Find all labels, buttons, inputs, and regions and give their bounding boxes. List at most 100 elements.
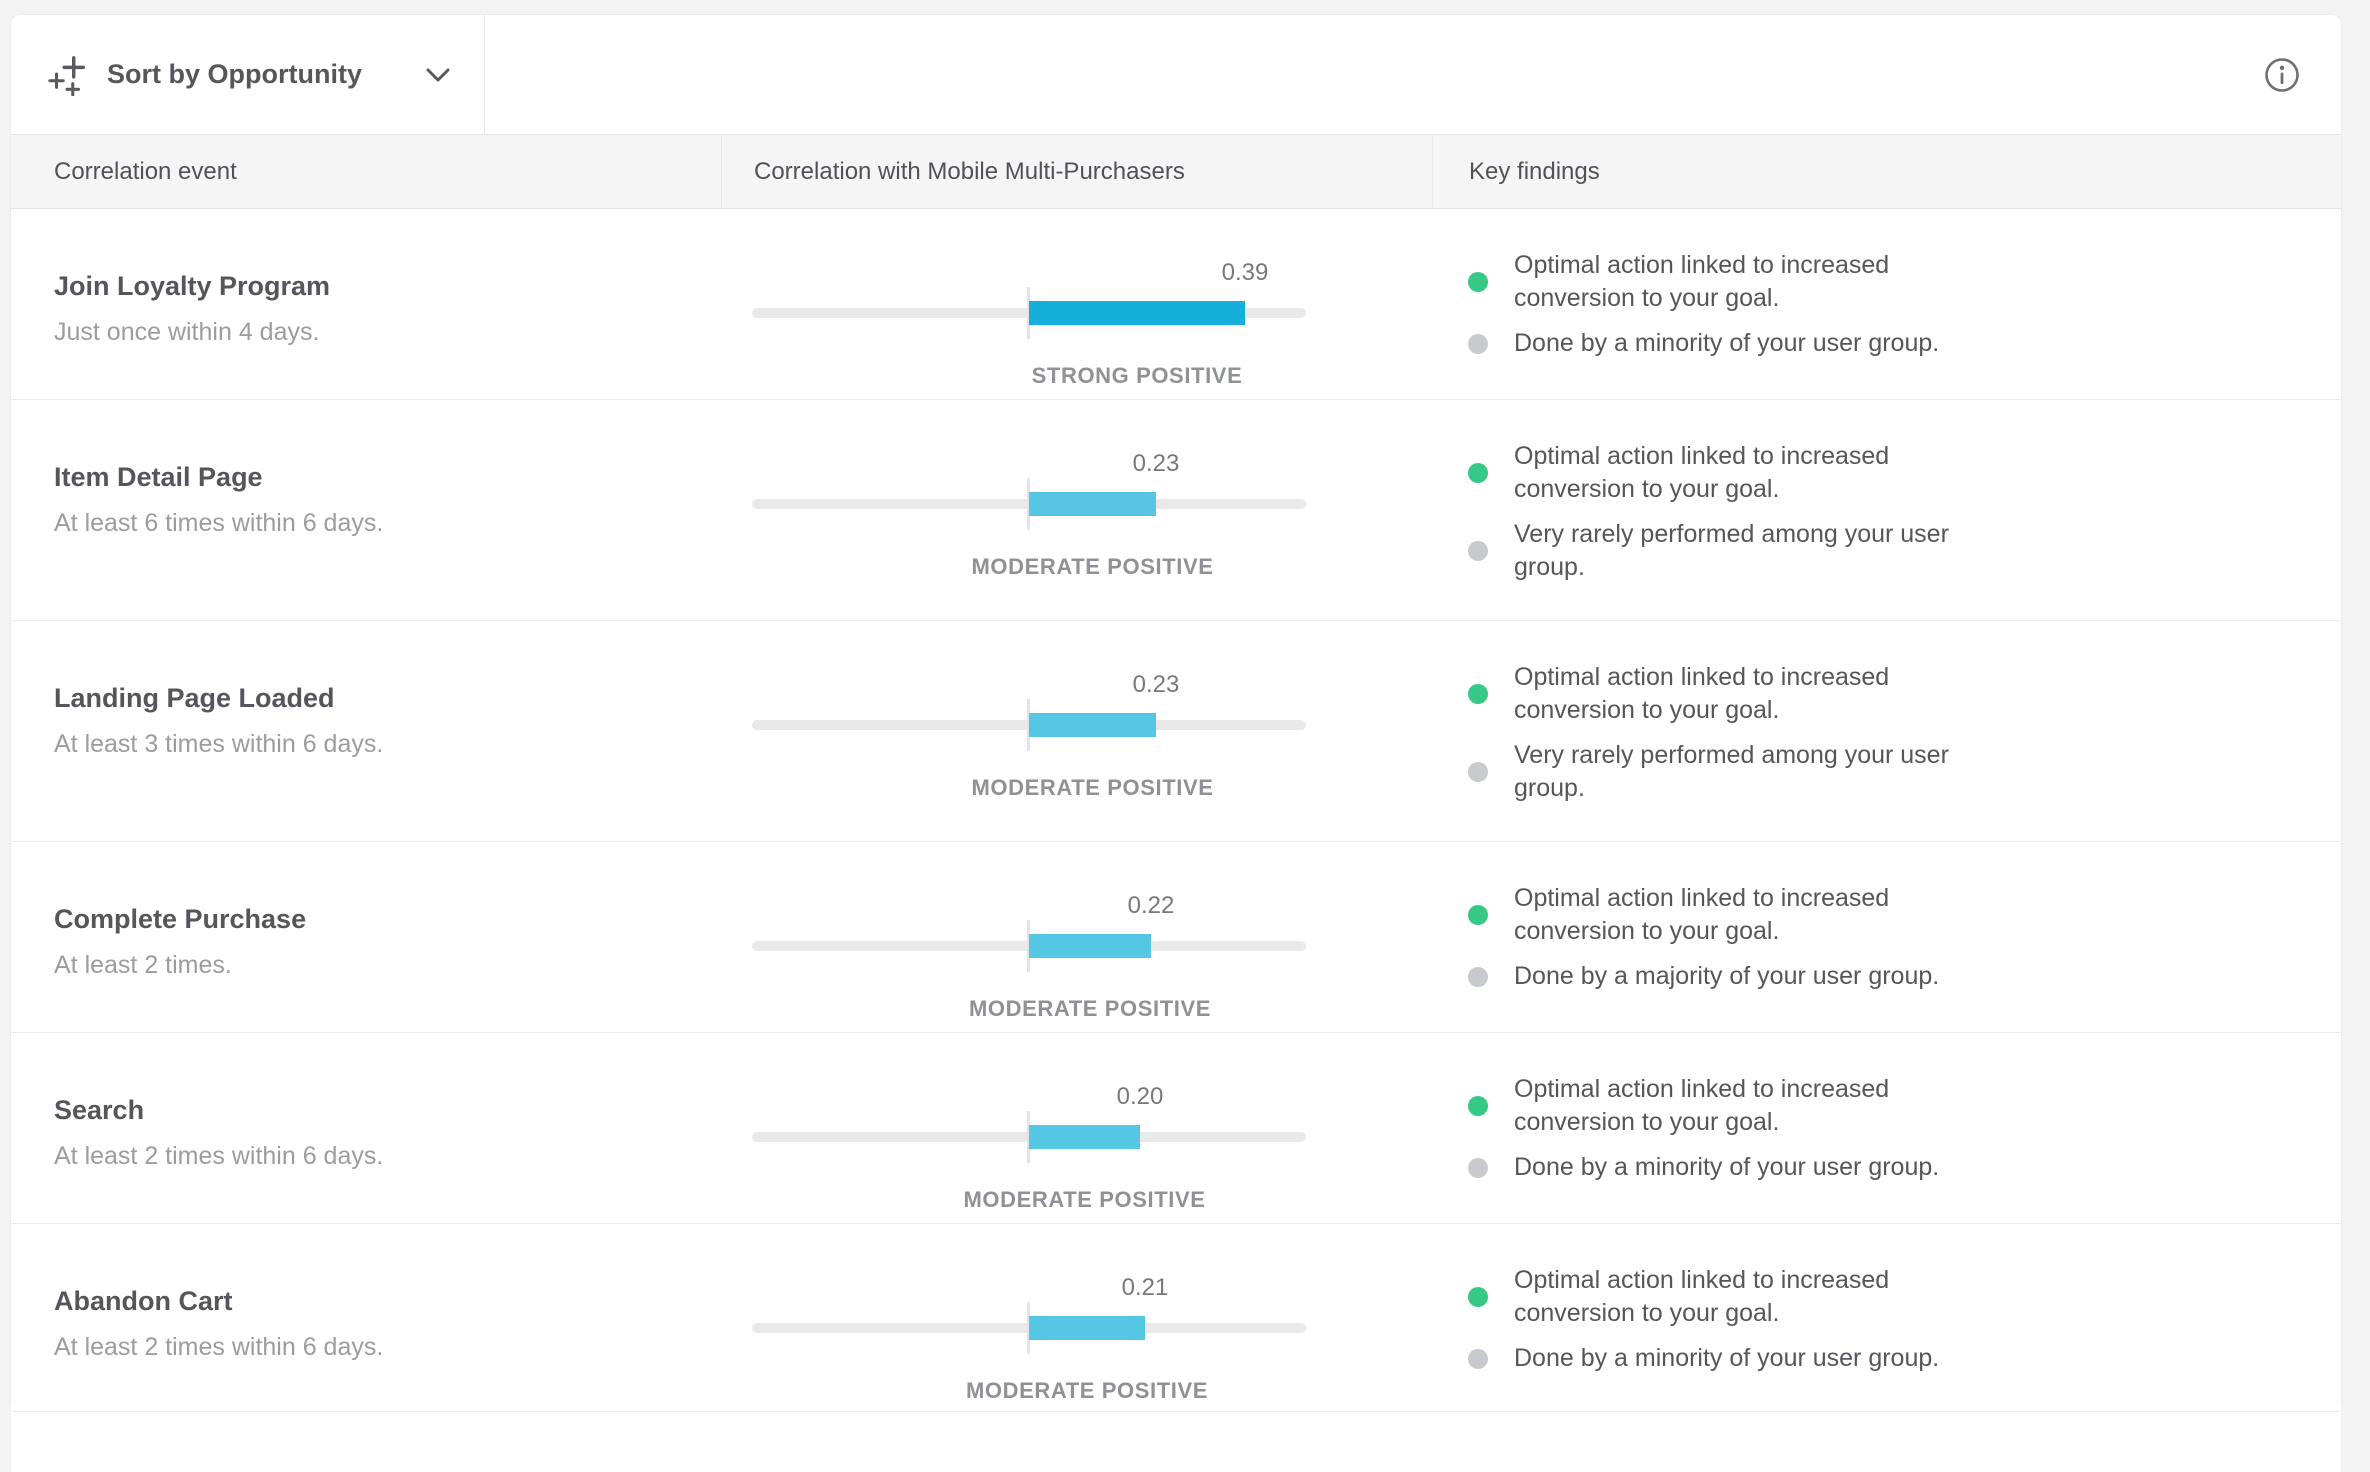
table-row[interactable]: Landing Page Loaded At least 3 times wit… <box>11 621 2341 842</box>
key-finding-item: Done by a minority of your user group. <box>1468 1151 2311 1184</box>
key-finding-text: Optimal action linked to increased conve… <box>1514 884 1890 945</box>
key-finding-item: Done by a minority of your user group. <box>1468 1342 2311 1375</box>
zero-tick <box>1027 478 1030 530</box>
correlation-strength-label: MODERATE POSITIVE <box>968 996 1212 1021</box>
key-finding-text: Very rarely performed among your user gr… <box>1514 520 1949 581</box>
correlation-panel: Sort by Opportunity Correlation event Co… <box>10 14 2342 1472</box>
neutral-dot-icon <box>1468 1157 1488 1178</box>
correlation-cell: 0.20 MODERATE POSITIVE <box>721 1033 1432 1223</box>
toolbar: Sort by Opportunity <box>11 15 2341 135</box>
correlation-cell: 0.23 MODERATE POSITIVE <box>721 400 1432 620</box>
zero-tick <box>1027 1111 1030 1163</box>
table-row[interactable]: Item Detail Page At least 6 times within… <box>11 400 2341 621</box>
key-findings-cell: Optimal action linked to increased conve… <box>1432 842 2341 1032</box>
correlation-strength-label: MODERATE POSITIVE <box>965 1378 1209 1403</box>
correlation-track <box>752 699 1306 751</box>
zero-tick <box>1027 920 1030 972</box>
sort-by-opportunity-dropdown[interactable]: Sort by Opportunity <box>11 15 485 134</box>
correlation-fill <box>1029 713 1156 737</box>
table-row[interactable]: Join Loyalty Program Just once within 4 … <box>11 209 2341 400</box>
table-header: Correlation event Correlation with Mobil… <box>11 135 2341 209</box>
key-finding-text: Done by a majority of your user group. <box>1514 962 1940 990</box>
correlation-track <box>752 920 1306 972</box>
event-name: Item Detail Page <box>54 462 263 492</box>
neutral-dot-icon <box>1468 1348 1488 1369</box>
key-finding-item: Optimal action linked to increased conve… <box>1468 661 2311 727</box>
event-criteria: At least 2 times. <box>54 951 232 979</box>
correlation-value: 0.23 <box>1132 450 1180 477</box>
positive-dot-icon <box>1468 905 1488 925</box>
event-name: Landing Page Loaded <box>54 683 335 713</box>
zero-tick <box>1027 1302 1030 1354</box>
event-cell: Search At least 2 times within 6 days. <box>11 1033 721 1223</box>
key-finding-text: Optimal action linked to increased conve… <box>1514 1075 1890 1136</box>
event-cell: Item Detail Page At least 6 times within… <box>11 400 721 620</box>
key-finding-text: Done by a minority of your user group. <box>1514 329 1940 357</box>
correlation-fill <box>1029 492 1156 516</box>
key-finding-item: Optimal action linked to increased conve… <box>1468 249 2311 315</box>
positive-dot-icon <box>1468 1287 1488 1307</box>
key-finding-item: Very rarely performed among your user gr… <box>1468 739 2311 805</box>
event-criteria: At least 3 times within 6 days. <box>54 730 384 758</box>
correlation-track <box>752 287 1306 339</box>
correlation-fill <box>1029 1125 1140 1149</box>
key-finding-text: Optimal action linked to increased conve… <box>1514 442 1890 503</box>
table-row[interactable]: Search At least 2 times within 6 days. 0… <box>11 1033 2341 1224</box>
event-name: Abandon Cart <box>54 1286 233 1316</box>
event-criteria: At least 6 times within 6 days. <box>54 509 384 537</box>
event-criteria: At least 2 times within 6 days. <box>54 1333 384 1361</box>
sparkle-plus-icon <box>48 55 85 96</box>
correlation-cell: 0.39 STRONG POSITIVE <box>721 209 1432 399</box>
chevron-down-icon <box>426 68 450 81</box>
positive-dot-icon <box>1468 463 1488 483</box>
event-cell: Abandon Cart At least 2 times within 6 d… <box>11 1224 721 1411</box>
correlation-cell: 0.22 MODERATE POSITIVE <box>721 842 1432 1032</box>
key-finding-item: Optimal action linked to increased conve… <box>1468 440 2311 506</box>
correlation-bar: 0.23 MODERATE POSITIVE <box>752 671 1306 801</box>
key-finding-item: Very rarely performed among your user gr… <box>1468 518 2311 584</box>
key-findings-cell: Optimal action linked to increased conve… <box>1432 1033 2341 1223</box>
neutral-dot-icon <box>1468 966 1488 987</box>
table-row[interactable]: Abandon Cart At least 2 times within 6 d… <box>11 1224 2341 1412</box>
correlation-track <box>752 478 1306 530</box>
correlation-strength-label: STRONG POSITIVE <box>1031 363 1243 388</box>
key-finding-item: Done by a minority of your user group. <box>1468 327 2311 360</box>
neutral-dot-icon <box>1468 762 1488 782</box>
key-findings-cell: Optimal action linked to increased conve… <box>1432 209 2341 399</box>
key-finding-text: Done by a minority of your user group. <box>1514 1153 1940 1181</box>
column-header-key-findings: Key findings <box>1432 135 2341 208</box>
key-finding-item: Optimal action linked to increased conve… <box>1468 1073 2311 1139</box>
key-finding-text: Optimal action linked to increased conve… <box>1514 1266 1890 1327</box>
key-finding-item: Optimal action linked to increased conve… <box>1468 882 2311 948</box>
correlation-bar: 0.20 MODERATE POSITIVE <box>752 1083 1306 1213</box>
correlation-bar: 0.21 MODERATE POSITIVE <box>752 1274 1306 1404</box>
next-row-partial <box>11 1412 2341 1472</box>
correlation-bar: 0.23 MODERATE POSITIVE <box>752 450 1306 580</box>
event-name: Search <box>54 1095 145 1125</box>
key-finding-text: Very rarely performed among your user gr… <box>1514 741 1949 802</box>
info-icon[interactable] <box>2263 56 2301 94</box>
correlation-fill <box>1029 1316 1145 1340</box>
event-cell: Complete Purchase At least 2 times. <box>11 842 721 1032</box>
correlation-track <box>752 1111 1306 1163</box>
correlation-bar: 0.22 MODERATE POSITIVE <box>752 892 1306 1022</box>
table-row[interactable]: Complete Purchase At least 2 times. 0.22… <box>11 842 2341 1033</box>
sort-dropdown-label: Sort by Opportunity <box>107 59 362 89</box>
key-finding-item: Optimal action linked to increased conve… <box>1468 1264 2311 1330</box>
column-header-correlation-event: Correlation event <box>54 157 237 185</box>
event-criteria: At least 2 times within 6 days. <box>54 1142 384 1170</box>
correlation-strength-label: MODERATE POSITIVE <box>963 1187 1206 1212</box>
positive-dot-icon <box>1468 272 1488 292</box>
key-finding-text: Optimal action linked to increased conve… <box>1514 251 1890 312</box>
correlation-value: 0.22 <box>1127 892 1175 919</box>
key-findings-cell: Optimal action linked to increased conve… <box>1432 621 2341 841</box>
correlation-cell: 0.21 MODERATE POSITIVE <box>721 1224 1432 1411</box>
positive-dot-icon <box>1468 684 1488 704</box>
correlation-cell: 0.23 MODERATE POSITIVE <box>721 621 1432 841</box>
zero-tick <box>1027 699 1030 751</box>
event-name: Join Loyalty Program <box>54 271 331 301</box>
key-finding-text: Optimal action linked to increased conve… <box>1514 663 1890 724</box>
correlation-value: 0.20 <box>1116 1083 1164 1110</box>
correlation-value: 0.39 <box>1221 259 1269 286</box>
correlation-value: 0.23 <box>1132 671 1180 698</box>
